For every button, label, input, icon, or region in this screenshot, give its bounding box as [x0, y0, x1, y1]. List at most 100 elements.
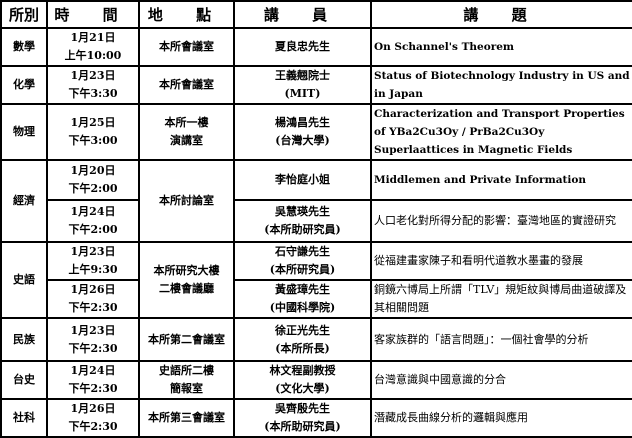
topic-cell: 銅鏡六博局上所謂「TLV」規矩紋與博局曲道破譯及其相關問題 [370, 279, 632, 319]
table-row: 1月26日 下午2:30 黃盛璋先生 (中國科學院) 銅鏡六博局上所謂「TLV」規矩紋與… [1, 279, 632, 319]
time: 下午3:00 [68, 134, 118, 147]
speaker-cell: 石守謙先生 (本所研究員) [233, 241, 372, 281]
speaker-name: 吳慧瑛先生 [275, 205, 330, 218]
topic-cell: 從福建畫家陳子和看明代道教水墨畫的發展 [370, 241, 632, 281]
dept-name: 物理 [13, 125, 35, 138]
speaker-affiliation: (MIT) [284, 87, 321, 100]
date: 1月20日 [70, 164, 116, 177]
time: 下午3:30 [68, 87, 118, 100]
topic-cell: Characterization and Transport Propertie… [370, 103, 632, 161]
speaker-affiliation: (本所助研究員) [264, 223, 341, 236]
header-row: 所別 時 間 地 點 講 員 講 題 [0, 0, 632, 29]
date: 1月25日 [70, 116, 116, 129]
date: 1月26日 [70, 402, 116, 415]
time-cell: 1月23日下午3:30 [46, 65, 140, 105]
table-row: 民族 1月23日 下午2:30 本所第二會議室 徐正光先生 (本所所長) 客家族群的「語言問… [0, 317, 632, 362]
topic-cell: 潛藏成長曲線分析的邏輯與應用 [370, 398, 632, 438]
speaker-name: 林文程副教授 [269, 364, 336, 377]
table-row: 1月24日 下午2:00 吳慧瑛先生 (本所助研究員) 人口老化對所得分配的影響：臺灣地… [1, 199, 632, 243]
speaker-cell: 黃盛璋先生 (中國科學院) [233, 279, 372, 319]
dept-cell: 史語 [0, 241, 48, 319]
topic-title: 從福建畫家陳子和看明代道教水墨畫的發展 [374, 254, 583, 267]
date: 1月26日 [70, 283, 116, 296]
topic-title: Middlemen and Private Information [374, 174, 586, 186]
topic-cell: 台灣意識與中國意識的分合 [370, 360, 632, 400]
speaker-name: 石守謙先生 [275, 245, 330, 258]
table-row: 經濟 1月20日下午2:00 本所討論室 李怡庭小姐 Middlemen and Pri… [0, 159, 632, 243]
time-cell: 1月24日下午2:30 [46, 360, 140, 400]
speaker-name: 王義翹院士 [275, 69, 330, 82]
speaker-cell: 楊鴻昌先生 (台灣大學) [233, 103, 372, 161]
time: 下午2:30 [68, 420, 118, 433]
speaker-name: 夏良忠先生 [275, 40, 330, 53]
table-row: 數學 1月21日上午10:00 本所會議室 夏良忠先生 On Schannel's Th… [0, 27, 632, 67]
dept-cell: 物理 [0, 103, 48, 161]
dept-name: 史語 [13, 273, 35, 286]
dept-cell: 化學 [0, 65, 48, 105]
time: 下午2:30 [68, 341, 118, 355]
speaker-affiliation: (本所助研究員) [264, 420, 341, 433]
table-row: 社科 1月26日下午2:30 本所第三會議室 吳齊殷先生 (本所助研究員) 潛藏成長曲線分… [0, 398, 632, 438]
place: 本所討論室 [159, 194, 214, 207]
topic-cell: Middlemen and Private Information [370, 159, 632, 201]
speaker-cell: 吳慧瑛先生 (本所助研究員) [233, 199, 372, 243]
place: 本所第二會議室 [148, 332, 225, 346]
topic-title: 銅鏡六博局上所謂「TLV」規矩紋與博局曲道破譯及其相關問題 [374, 283, 627, 314]
speaker-affiliation: (本所研究員) [269, 263, 336, 276]
table-row: 史語 1月23日 上午9:30 本所研究大樓 二樓會議廳 石守謙先生 (本所研究員) 從福建畫… [0, 241, 632, 319]
dept-cell: 數學 [0, 27, 48, 67]
place-cell: 本所會議室 [138, 27, 235, 67]
dept-cell: 台史 [0, 360, 48, 400]
header-dept: 所別 [0, 0, 48, 29]
speaker-name: 黃盛璋先生 [275, 283, 330, 296]
table-row: 化學 1月23日下午3:30 本所會議室 王義翹院士 (MIT) Status of Bi… [0, 65, 632, 105]
time-cell: 1月23日 上午9:30 [46, 241, 140, 281]
place-cell: 史語所二樓 簡報室 [138, 360, 235, 400]
time-cell: 1月20日下午2:00 [46, 159, 140, 201]
dept-name: 化學 [13, 78, 35, 91]
place: 本所會議室 [159, 78, 214, 91]
topic-cell: On Schannel's Theorem [370, 27, 632, 67]
place: 本所第三會議室 [148, 411, 225, 424]
header-speaker: 講 員 [233, 0, 372, 29]
dept-cell: 民族 [0, 317, 48, 362]
date: 1月23日 [70, 69, 116, 82]
speaker-affiliation: (本所所長) [275, 341, 330, 355]
place: 演講室 [170, 134, 203, 147]
topic-title: Status of Biotechnology Industry in US a… [374, 70, 630, 100]
speaker-cell: 吳齊殷先生 (本所助研究員) [233, 398, 372, 438]
speaker-name: 楊鴻昌先生 [275, 116, 330, 129]
dept-name: 經濟 [13, 194, 35, 207]
speaker-cell: 李怡庭小姐 [233, 159, 372, 201]
place-cell: 本所研究大樓 二樓會議廳 [138, 241, 235, 319]
topic-title: 客家族群的「語言問題」：一個社會學的分析 [374, 332, 589, 346]
place: 本所會議室 [159, 40, 214, 53]
dept-name: 民族 [13, 332, 35, 346]
date: 1月23日 [70, 323, 116, 337]
date: 1月24日 [70, 364, 116, 377]
place: 本所一樓 [164, 116, 209, 129]
dept-name: 台史 [13, 373, 35, 386]
time: 上午9:30 [68, 263, 118, 276]
topic-title: Characterization and Transport Propertie… [374, 108, 625, 156]
date: 1月21日 [70, 31, 116, 44]
date: 1月24日 [70, 205, 116, 218]
time: 下午2:30 [68, 382, 118, 395]
speaker-cell: 林文程副教授 (文化大學) [233, 360, 372, 400]
place-cell: 本所第二會議室 [138, 317, 235, 362]
time: 下午2:00 [68, 182, 118, 195]
dept-cell: 社科 [0, 398, 48, 438]
time-cell: 1月25日下午3:00 [46, 103, 140, 161]
topic-title: 潛藏成長曲線分析的邏輯與應用 [374, 411, 528, 424]
time: 上午10:00 [64, 49, 122, 62]
time-cell: 1月26日 下午2:30 [46, 279, 140, 319]
time: 下午2:00 [68, 223, 118, 236]
time-cell: 1月24日下午2:00 [46, 199, 140, 243]
dept-cell: 經濟 [0, 159, 48, 243]
speaker-cell: 夏良忠先生 [233, 27, 372, 67]
dept-name: 數學 [13, 40, 35, 53]
speaker-name: 李怡庭小姐 [275, 173, 330, 186]
place: 本所研究大樓 [153, 264, 220, 277]
place-cell: 本所會議室 [138, 65, 235, 105]
